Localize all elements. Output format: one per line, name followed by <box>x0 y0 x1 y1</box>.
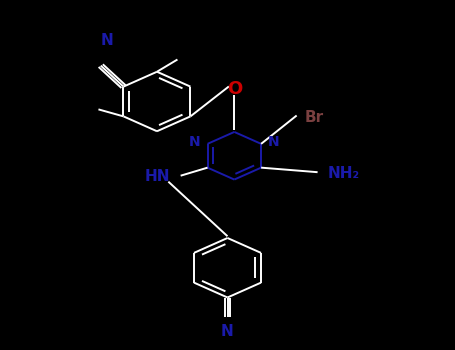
Text: N: N <box>268 135 279 149</box>
Text: Br: Br <box>305 110 324 125</box>
Text: N: N <box>189 135 201 149</box>
Text: HN: HN <box>145 169 171 184</box>
Text: N: N <box>101 33 113 48</box>
Text: NH₂: NH₂ <box>328 166 360 181</box>
Text: O: O <box>227 80 242 98</box>
Text: N: N <box>221 324 234 339</box>
